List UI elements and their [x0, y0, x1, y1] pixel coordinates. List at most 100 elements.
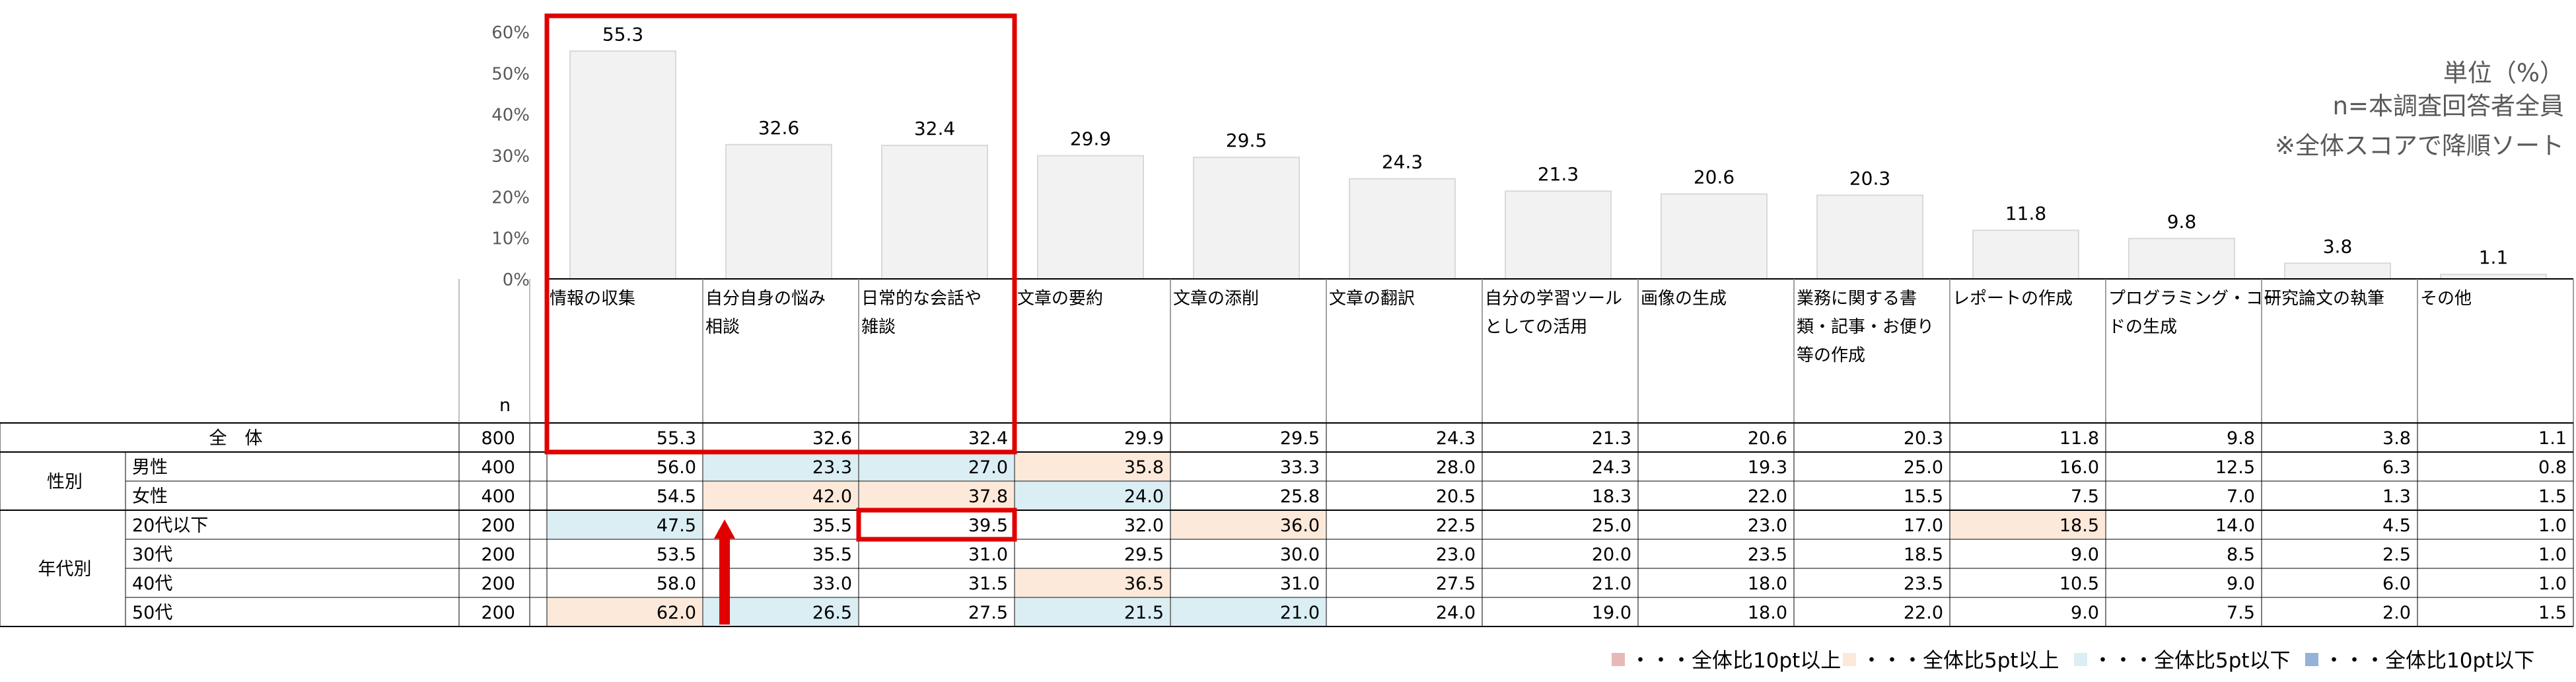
table-cell: 47.5 — [657, 515, 696, 536]
y-tick-label: 30% — [491, 147, 530, 167]
table-cell: 1.1 — [2538, 428, 2567, 449]
highlights-group — [544, 13, 1017, 625]
group-label: 性別 — [47, 472, 83, 492]
row-label: 20代以下 — [132, 515, 208, 536]
table-cell: 36.5 — [1124, 574, 1164, 594]
legend-swatch — [1612, 653, 1625, 666]
table-cell: 8.5 — [2227, 545, 2255, 565]
bar-value-label: 20.6 — [1694, 167, 1735, 188]
bar-13 — [2440, 274, 2547, 280]
category-label: 文章の要約 — [1017, 289, 1103, 309]
n-cell: 400 — [481, 457, 515, 478]
highlight-cell-box — [856, 508, 1017, 542]
table-cell: 0.8 — [2538, 457, 2567, 478]
table-cell: 12.5 — [2215, 457, 2255, 478]
bar-8 — [1661, 193, 1768, 280]
bar-value-label: 32.4 — [914, 118, 955, 139]
bar-value-label: 9.8 — [2167, 211, 2197, 233]
table-cell: 31.0 — [968, 545, 1008, 565]
table-cell: 27.5 — [968, 603, 1008, 623]
table-cell: 6.0 — [2382, 574, 2411, 594]
category-label: レポートの作成 — [1952, 289, 2073, 309]
y-tick-label: 10% — [491, 229, 530, 249]
highlight-cell — [1015, 453, 1170, 480]
table-cell: 54.5 — [657, 486, 696, 507]
table-cell: 35.8 — [1124, 457, 1164, 478]
legend-swatch — [2074, 653, 2087, 666]
y-ticks-group: 0% 10% 20% 30% 40% 50% 60% — [491, 23, 530, 290]
base-note: n=本調査回答者全員 — [2332, 92, 2564, 120]
table-cell: 24.3 — [1592, 457, 1631, 478]
highlight-arrow-head — [714, 519, 735, 539]
n-cell: 200 — [481, 574, 515, 594]
bar-value-label: 21.3 — [1538, 163, 1579, 185]
table-cell: 56.0 — [657, 457, 696, 478]
highlight-cell — [703, 482, 858, 510]
table-cell: 1.0 — [2538, 545, 2567, 565]
table-cell: 23.0 — [1436, 545, 1476, 565]
category-label: 文章の添削 — [1173, 289, 1259, 309]
table-cell: 21.0 — [1592, 574, 1631, 594]
table-cell: 37.8 — [968, 486, 1008, 507]
category-label: プログラミング・コー — [2108, 289, 2280, 309]
category-label: 等の作成 — [1797, 346, 1865, 365]
table-cell: 9.0 — [2071, 545, 2099, 565]
bar-value-label: 3.8 — [2323, 235, 2353, 257]
table-cell: 27.0 — [968, 457, 1008, 478]
legend-label: ・・・全体比10pt以上 — [1630, 649, 1841, 673]
table-cell: 29.5 — [1124, 545, 1164, 565]
bar-value-label: 20.3 — [1849, 167, 1890, 189]
table-cell: 21.5 — [1124, 603, 1164, 623]
category-label: 類・記事・お便り — [1797, 317, 1934, 337]
table-cell: 42.0 — [812, 486, 852, 507]
table-cell: 24.0 — [1436, 603, 1476, 623]
table-cell: 22.0 — [1748, 486, 1787, 507]
legend-label: ・・・全体比5pt以下 — [2093, 649, 2291, 673]
n-cell: 400 — [481, 486, 515, 507]
table-cell: 23.5 — [1904, 574, 1943, 594]
highlight-cell — [1171, 598, 1326, 626]
bar-12 — [2284, 262, 2391, 280]
table-cell: 33.3 — [1280, 457, 1320, 478]
bar-5 — [1193, 157, 1300, 280]
highlight-cell — [859, 453, 1014, 480]
table-cell: 32.6 — [812, 428, 852, 449]
category-label: 雑談 — [861, 317, 896, 337]
table-cell: 24.3 — [1436, 428, 1476, 449]
table-cell: 58.0 — [657, 574, 696, 594]
table-cell: 18.5 — [1904, 545, 1943, 565]
row-label: 30代 — [132, 545, 172, 565]
table-group: 55.3 32.6 32.4 29.9 29.5 24.3 21.3 20.6 20.3 11.8… — [38, 428, 2567, 626]
table-cell: 22.5 — [1436, 515, 1476, 536]
table-cell: 11.8 — [2059, 428, 2099, 449]
bar-value-label: 11.8 — [2005, 202, 2046, 224]
table-cell: 35.5 — [812, 545, 852, 565]
highlight-cell — [703, 453, 858, 480]
legend-swatch — [1843, 653, 1856, 666]
table-cell: 29.9 — [1124, 428, 1164, 449]
category-label: 日常的な会話や — [861, 289, 982, 309]
table-cell: 18.5 — [2059, 515, 2099, 536]
n-cell: 800 — [481, 428, 515, 449]
bar-11 — [2128, 237, 2235, 280]
category-label: ドの生成 — [2108, 317, 2177, 337]
legend-swatch — [2305, 653, 2318, 666]
highlight-cell — [1015, 598, 1170, 626]
highlight-box-top3 — [544, 13, 1017, 455]
group-label: 年代別 — [38, 559, 92, 580]
highlight-cell — [1015, 569, 1170, 597]
table-cell: 19.0 — [1592, 603, 1631, 623]
bar-value-label: 29.5 — [1226, 130, 1267, 151]
bar-1 — [569, 50, 676, 280]
highlight-cell — [859, 482, 1014, 510]
table-cell: 2.0 — [2382, 603, 2411, 623]
bar-value-label: 32.6 — [758, 117, 799, 139]
table-cell: 36.0 — [1280, 515, 1320, 536]
category-label: 画像の生成 — [1641, 289, 1727, 309]
bar-6 — [1349, 178, 1456, 280]
table-cell: 33.0 — [812, 574, 852, 594]
unit-note: 単位（%） — [2443, 59, 2564, 87]
y-tick-label: 20% — [491, 188, 530, 208]
table-cell: 53.5 — [657, 545, 696, 565]
